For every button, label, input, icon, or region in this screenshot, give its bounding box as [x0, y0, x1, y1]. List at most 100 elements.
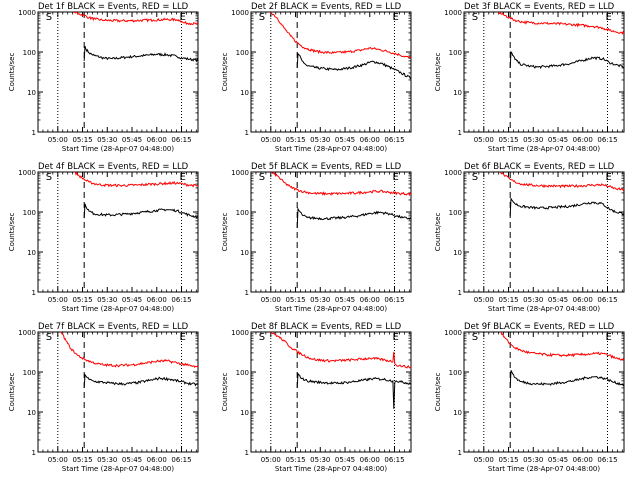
- x-tick-label: 06:15: [384, 456, 404, 464]
- y-tick-label: 100: [23, 209, 36, 217]
- lld-series-line: [73, 12, 198, 26]
- y-axis-label: Counts/sec: [221, 213, 229, 252]
- x-tick-label: 06:15: [597, 456, 617, 464]
- lld-series-line: [270, 332, 411, 369]
- x-tick-label: 05:00: [48, 456, 68, 464]
- x-axis-label: Start Time (28-Apr-07 04:48:00): [488, 305, 600, 313]
- x-tick-label: 05:30: [310, 296, 330, 304]
- chart-title-det: Det 7f: [38, 322, 65, 332]
- y-axis-label: Counts/sec: [8, 53, 16, 92]
- x-tick-label: 05:00: [261, 296, 281, 304]
- x-tick-label: 05:45: [335, 136, 355, 144]
- x-tick-label: 05:00: [48, 136, 68, 144]
- y-axis-label: Counts/sec: [221, 373, 229, 412]
- chart-panel-2: Det 2f BLACK = Events, RED = LLD 1 10 100 100…: [221, 2, 412, 153]
- chart-legend-text: BLACK = Events, RED = LLD: [280, 322, 401, 332]
- y-tick-label: 100: [23, 49, 36, 57]
- chart-title-det: Det 9f: [464, 322, 491, 332]
- x-tick-label: 05:00: [474, 296, 494, 304]
- y-tick-label: 1000: [444, 9, 462, 17]
- y-tick-label: 100: [236, 369, 249, 377]
- y-tick-label: 1: [245, 129, 249, 137]
- chart-title: Det 1f BLACK = Events, RED = LLD: [38, 2, 189, 12]
- lld-series-line: [499, 172, 624, 192]
- y-tick-label: 100: [23, 369, 36, 377]
- y-axis-label: Counts/sec: [221, 53, 229, 92]
- x-tick-label: 05:30: [310, 136, 330, 144]
- y-tick-label: 10: [240, 249, 249, 257]
- x-tick-label: 06:00: [360, 456, 380, 464]
- start-marker: S: [259, 172, 265, 183]
- chart-legend-text: BLACK = Events, RED = LLD: [67, 322, 188, 332]
- y-tick-label: 10: [27, 409, 36, 417]
- x-tick-label: 05:45: [548, 296, 568, 304]
- lld-series-line: [60, 332, 198, 369]
- x-tick-label: 05:30: [523, 296, 543, 304]
- x-tick-label: 05:00: [48, 296, 68, 304]
- chart-title-det: Det 5f: [251, 162, 278, 172]
- x-tick-label: 05:30: [97, 456, 117, 464]
- lld-series-line: [270, 172, 411, 197]
- chart-title: Det 8f BLACK = Events, RED = LLD: [251, 322, 402, 332]
- chart-title-det: Det 4f: [38, 162, 65, 172]
- start-marker: S: [472, 172, 478, 183]
- x-tick-label: 06:15: [597, 296, 617, 304]
- lld-series-line: [74, 172, 198, 188]
- end-marker: E: [606, 12, 612, 23]
- start-marker: S: [46, 12, 52, 23]
- start-marker: S: [472, 12, 478, 23]
- events-series-line: [83, 203, 198, 219]
- y-tick-label: 10: [27, 249, 36, 257]
- chart-title-det: Det 2f: [251, 2, 278, 12]
- x-tick-label: 06:15: [171, 136, 191, 144]
- x-tick-label: 05:45: [335, 456, 355, 464]
- x-axis-label: Start Time (28-Apr-07 04:48:00): [62, 305, 174, 313]
- x-tick-label: 05:45: [122, 296, 142, 304]
- y-tick-label: 1: [32, 449, 36, 457]
- start-marker: S: [259, 12, 265, 23]
- y-tick-label: 1000: [231, 9, 249, 17]
- y-tick-label: 1000: [18, 9, 36, 17]
- y-axis-label: Counts/sec: [8, 373, 16, 412]
- x-tick-label: 06:00: [147, 456, 167, 464]
- x-tick-label: 06:00: [360, 136, 380, 144]
- y-tick-label: 100: [449, 209, 462, 217]
- plot-frame: [250, 11, 412, 133]
- end-marker: E: [180, 12, 186, 23]
- chart-panel-7: Det 7f BLACK = Events, RED = LLD 1 10 100 100…: [8, 322, 199, 473]
- x-tick-label: 05:45: [548, 136, 568, 144]
- y-tick-label: 10: [27, 89, 36, 97]
- x-tick-label: 06:15: [171, 296, 191, 304]
- plot-frame: [37, 171, 199, 293]
- plot-frame: [463, 11, 625, 133]
- plot-frame: [250, 171, 412, 293]
- end-marker: E: [393, 332, 399, 343]
- events-series-line: [83, 46, 198, 63]
- chart-panel-4: Det 4f BLACK = Events, RED = LLD 1 10 100 100…: [8, 162, 199, 313]
- end-marker: E: [393, 172, 399, 183]
- start-marker: S: [46, 332, 52, 343]
- x-tick-label: 06:15: [384, 296, 404, 304]
- y-tick-label: 1: [458, 449, 462, 457]
- x-tick-label: 06:00: [147, 136, 167, 144]
- events-series-line: [509, 50, 624, 70]
- chart-title-det: Det 6f: [464, 162, 491, 172]
- chart-panel-1: Det 1f BLACK = Events, RED = LLD 1 10 100 100…: [8, 2, 199, 153]
- x-tick-label: 05:15: [498, 456, 518, 464]
- x-tick-label: 05:00: [474, 456, 494, 464]
- x-tick-label: 05:15: [72, 136, 92, 144]
- y-tick-label: 100: [449, 369, 462, 377]
- x-tick-label: 05:00: [261, 136, 281, 144]
- chart-title-det: Det 1f: [38, 2, 65, 12]
- x-tick-label: 05:15: [285, 456, 305, 464]
- chart-legend-text: BLACK = Events, RED = LLD: [280, 162, 401, 172]
- end-marker: E: [180, 332, 186, 343]
- events-series-line: [296, 206, 411, 228]
- x-axis-label: Start Time (28-Apr-07 04:48:00): [488, 145, 600, 153]
- x-tick-label: 06:00: [573, 456, 593, 464]
- x-tick-label: 06:15: [384, 136, 404, 144]
- plot-frame: [37, 11, 199, 133]
- lld-series-line: [500, 332, 624, 361]
- chart-title: Det 6f BLACK = Events, RED = LLD: [464, 162, 615, 172]
- chart-title: Det 9f BLACK = Events, RED = LLD: [464, 322, 615, 332]
